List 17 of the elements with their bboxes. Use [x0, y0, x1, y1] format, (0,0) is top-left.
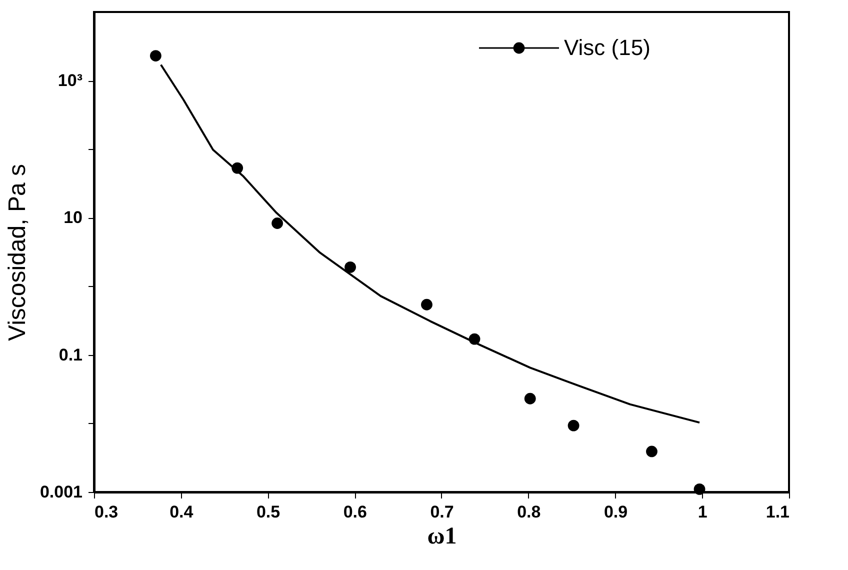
- x-tick-label: 0.9: [604, 502, 628, 522]
- x-tick-label: 1: [698, 502, 708, 522]
- x-tick-label: 0.7: [430, 502, 454, 522]
- x-tick-label: 0.8: [517, 502, 541, 522]
- y-tick-label: 10: [64, 208, 82, 228]
- line-series: [160, 64, 701, 424]
- x-tick-label: 1.1: [766, 502, 790, 522]
- x-tick-label: 0.3: [94, 502, 118, 522]
- x-axis-title: ω1: [427, 524, 457, 550]
- x-tick-label: 0.6: [343, 502, 367, 522]
- x-tick-label: 0.4: [170, 502, 194, 522]
- legend-label: Visc (15): [564, 35, 650, 60]
- y-tick-label: 0.1: [58, 345, 82, 364]
- y-axis-title: Viscosidad, Pa s: [4, 164, 31, 341]
- x-tick-label: 0.5: [256, 502, 280, 522]
- y-tick-label: 10³: [58, 71, 83, 90]
- y-tick-label: 0.001: [40, 482, 82, 502]
